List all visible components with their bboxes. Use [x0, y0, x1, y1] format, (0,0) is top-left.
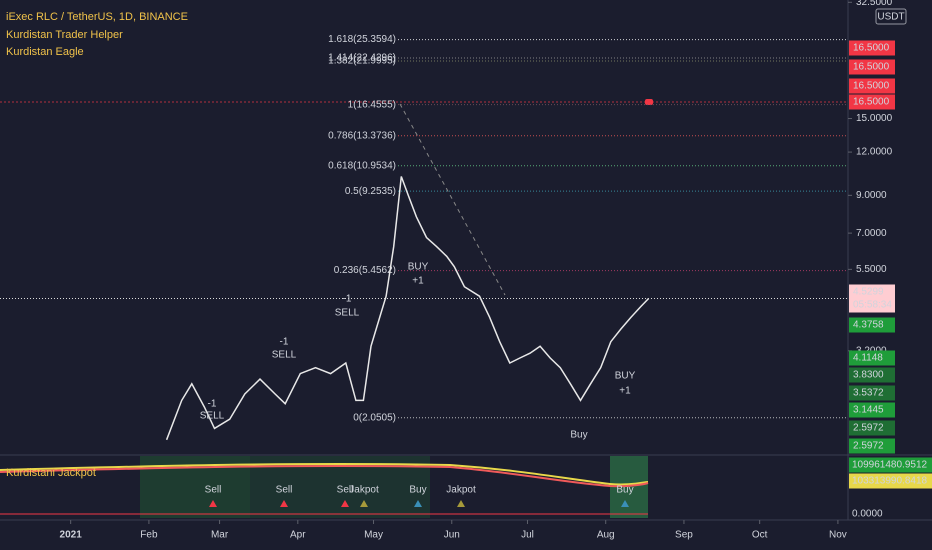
signal-label: SELL — [335, 308, 360, 319]
indicator-value: 0.0000 — [852, 509, 883, 520]
signal-label: -1 — [208, 399, 217, 410]
x-tick-label: Jun — [444, 530, 460, 541]
price-label-box — [849, 317, 895, 333]
x-tick-label: May — [364, 530, 383, 541]
pane-signal-arrow — [280, 500, 288, 507]
y-tick-label: 12.0000 — [856, 147, 893, 158]
price-label-box — [849, 78, 895, 94]
countdown: 05:58:34 — [853, 300, 892, 311]
pane-signal: Buy — [409, 485, 426, 496]
x-tick-label: Apr — [290, 530, 306, 541]
price-label: 16.5000 — [853, 43, 890, 54]
x-tick-label: 2021 — [60, 530, 83, 541]
indicator-name: Kurdistan Trader Helper — [6, 29, 123, 41]
pane-signal-arrow — [414, 500, 422, 507]
price-label: 4.3758 — [853, 320, 884, 331]
price-label: 16.5000 — [853, 62, 890, 73]
pane-signal-arrow — [341, 500, 349, 507]
symbol-title: iExec RLC / TetherUS, 1D, BINANCE — [6, 11, 188, 23]
price-label: 2.5972 — [853, 423, 884, 434]
indicator-value: 103313990.8418 — [852, 476, 928, 487]
signal-label: BUY — [615, 371, 636, 382]
y-tick-label: 32.5000 — [856, 0, 893, 8]
signal-label: -1 — [343, 294, 352, 305]
indicator-value: 109961480.9512 — [852, 460, 928, 471]
price-label-box — [849, 438, 895, 454]
indicator-pane — [0, 456, 649, 518]
x-tick-label: Oct — [752, 530, 768, 541]
fib-label: 0(2.0505) — [353, 412, 396, 423]
fib-label: 0.786(13.3736) — [328, 130, 396, 141]
x-tick-label: Nov — [829, 530, 847, 541]
price-line — [165, 176, 650, 441]
jackpot-line-2 — [0, 464, 649, 488]
price-label-box — [849, 385, 895, 401]
fib-label: 0.236(5.4562) — [334, 265, 396, 276]
x-tick-label: Feb — [140, 530, 158, 541]
fib-label: 1(16.4555) — [348, 99, 396, 110]
fib-label: 1.618(25.3594) — [328, 34, 396, 45]
x-tick-label: Jul — [521, 530, 534, 541]
price-label: 16.5000 — [853, 81, 890, 92]
indicator-name: Kurdistan Eagle — [6, 46, 84, 58]
signal-label: +1 — [412, 276, 424, 287]
fib-label: 0.618(10.9534) — [328, 160, 396, 171]
indicator-value-box — [849, 473, 932, 489]
price-label: 4.5299 — [853, 287, 884, 298]
pane-signal-arrow — [457, 500, 465, 507]
jackpot-line — [0, 462, 649, 486]
price-label-box — [849, 367, 895, 383]
price-label: 4.1148 — [853, 353, 883, 364]
currency-box[interactable] — [875, 8, 907, 25]
pane-signal: Sell — [205, 485, 222, 496]
price-label: 3.5372 — [853, 388, 884, 399]
price-label: 3.1445 — [853, 405, 884, 416]
y-tick-label: 7.0000 — [856, 228, 887, 239]
price-label-box — [849, 40, 895, 56]
price-label: 3.8300 — [853, 370, 884, 381]
y-tick-label: 15.0000 — [856, 113, 893, 124]
signal-label: BUY — [408, 262, 429, 273]
price-label-box — [849, 402, 895, 418]
price-label: 2.5972 — [853, 441, 884, 452]
price-label-box — [849, 420, 895, 436]
fib-label: 1.414(22.4296) — [328, 53, 396, 64]
y-tick-label: 5.5000 — [856, 264, 887, 275]
x-tick-label: Sep — [675, 530, 693, 541]
pane-signal-arrow — [360, 500, 368, 507]
signal-label: +1 — [619, 386, 631, 397]
signal-label: Buy — [570, 430, 587, 441]
pane-signal: Jakpot — [349, 485, 379, 496]
pane-signal: Buy — [616, 485, 633, 496]
currency[interactable]: USDT — [877, 12, 904, 23]
price-label: 16.5000 — [853, 97, 890, 108]
fib-label: 1.382(21.9995) — [328, 56, 396, 67]
price-label-box — [849, 94, 895, 110]
fib-label: 0.5(9.2535) — [345, 186, 396, 197]
indicator-value-box — [849, 457, 932, 473]
y-tick-label: 9.0000 — [856, 190, 887, 201]
pane-signal: Jakpot — [446, 485, 476, 496]
pane-signal-arrow — [621, 500, 629, 507]
price-label-box — [849, 350, 895, 366]
x-tick-label: Mar — [211, 530, 229, 541]
indicator-pane-name: Kurdistani Jackpot — [6, 467, 96, 479]
signal-label: SELL — [200, 411, 225, 422]
price-label-box — [849, 284, 895, 313]
pane-signal: Sell — [337, 485, 354, 496]
pane-signal: Sell — [276, 485, 293, 496]
signal-label: -1 — [280, 337, 289, 348]
signal-label: SELL — [272, 350, 297, 361]
x-tick-label: Aug — [597, 530, 615, 541]
alert-marker — [645, 99, 653, 105]
price-label-box — [849, 59, 895, 75]
pane-signal-arrow — [209, 500, 217, 507]
